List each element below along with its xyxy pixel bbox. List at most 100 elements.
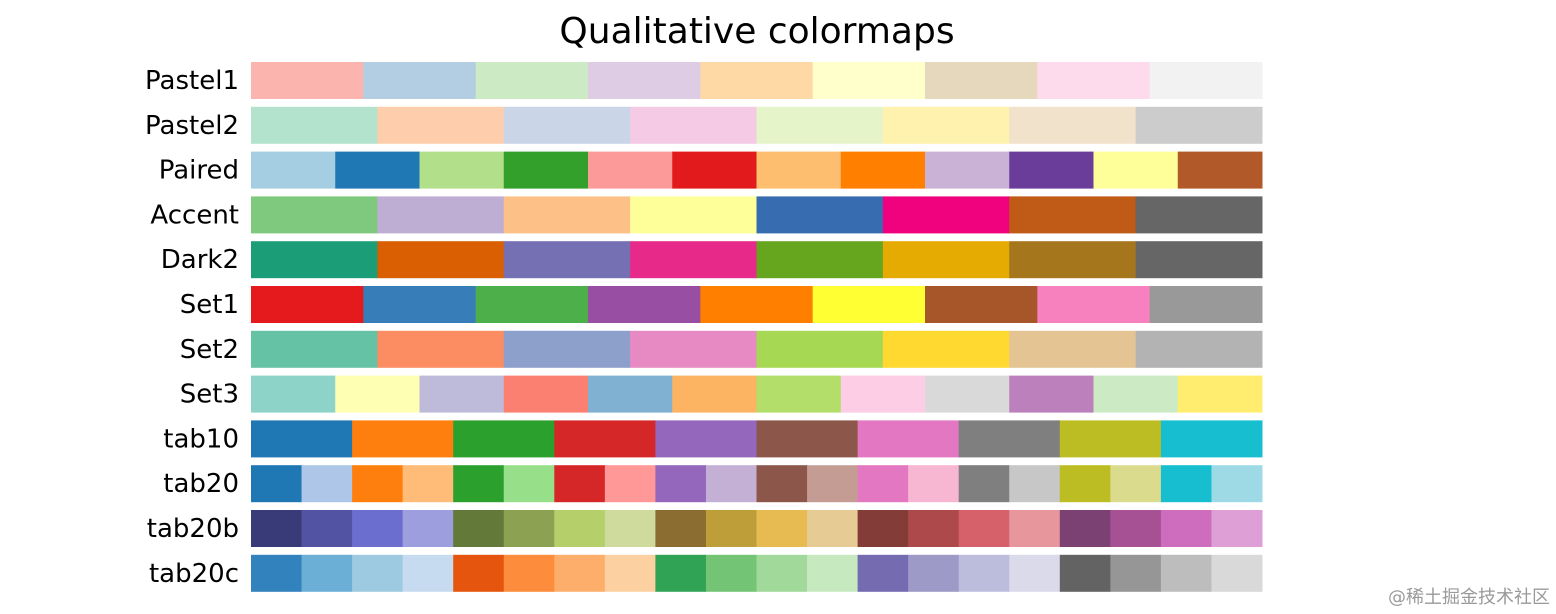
swatch xyxy=(1059,554,1111,592)
swatch xyxy=(655,510,707,547)
swatch xyxy=(1110,465,1162,503)
swatch xyxy=(251,554,303,592)
swatch xyxy=(554,465,606,503)
swatch xyxy=(1135,196,1263,234)
swatch xyxy=(475,286,589,323)
swatch xyxy=(756,554,808,592)
swatch xyxy=(363,62,477,99)
swatch xyxy=(925,375,1010,413)
colormap-label: Pastel2 xyxy=(145,111,239,141)
swatch xyxy=(700,286,814,323)
swatch xyxy=(857,554,909,592)
swatch xyxy=(705,510,757,547)
swatch xyxy=(1149,62,1263,99)
swatch xyxy=(301,510,353,547)
swatch xyxy=(503,375,589,413)
swatch xyxy=(251,375,336,413)
swatch xyxy=(756,106,884,144)
swatch xyxy=(301,465,353,503)
swatch xyxy=(882,241,1010,279)
swatch xyxy=(1177,151,1263,189)
swatch xyxy=(1009,106,1137,144)
swatch xyxy=(1093,151,1179,189)
swatch xyxy=(958,510,1010,547)
colormap-label: Set1 xyxy=(180,290,239,320)
swatch xyxy=(1211,465,1263,503)
swatch xyxy=(1059,465,1111,503)
swatch xyxy=(655,465,707,503)
swatch xyxy=(1211,510,1263,547)
swatch xyxy=(756,375,842,413)
swatch xyxy=(1135,106,1263,144)
swatch xyxy=(453,554,505,592)
colormap-label: Pastel1 xyxy=(145,66,239,96)
swatch xyxy=(655,554,707,592)
swatch xyxy=(925,286,1038,323)
swatch xyxy=(1177,375,1263,413)
swatch xyxy=(453,465,505,503)
swatch xyxy=(882,196,1010,234)
swatch xyxy=(882,106,1010,144)
swatch xyxy=(1149,286,1263,323)
swatch xyxy=(251,62,364,99)
swatch xyxy=(352,465,404,503)
swatch xyxy=(807,465,859,503)
swatch xyxy=(908,554,960,592)
swatch xyxy=(1009,554,1061,592)
swatch xyxy=(655,420,757,458)
swatch xyxy=(251,420,353,458)
colormap-label: Set3 xyxy=(180,380,239,410)
swatch xyxy=(453,510,505,547)
swatch xyxy=(503,241,631,279)
swatch xyxy=(1110,554,1162,592)
swatch xyxy=(352,554,404,592)
swatch xyxy=(672,375,757,413)
swatch xyxy=(1135,241,1263,279)
swatch xyxy=(588,62,701,99)
swatch xyxy=(335,375,420,413)
swatch xyxy=(419,151,505,189)
swatch xyxy=(705,465,757,503)
swatch xyxy=(475,62,589,99)
swatch xyxy=(352,510,404,547)
swatch xyxy=(630,106,757,144)
swatch xyxy=(554,510,606,547)
swatch xyxy=(1009,241,1137,279)
swatch xyxy=(352,420,454,458)
swatch xyxy=(630,241,757,279)
swatch xyxy=(503,510,555,547)
swatch xyxy=(453,420,555,458)
swatch xyxy=(1160,554,1212,592)
swatch xyxy=(1009,510,1061,547)
swatch xyxy=(925,151,1010,189)
swatch xyxy=(503,106,631,144)
swatch xyxy=(1009,465,1061,503)
swatch xyxy=(503,554,555,592)
swatch xyxy=(604,465,656,503)
swatch xyxy=(756,151,842,189)
swatch xyxy=(756,465,808,503)
swatch xyxy=(1211,554,1263,592)
swatch xyxy=(857,420,960,458)
swatch xyxy=(756,196,884,234)
swatch xyxy=(958,554,1010,592)
swatch xyxy=(377,330,505,368)
swatch xyxy=(756,330,884,368)
colormap-label: Paired xyxy=(159,156,239,186)
swatch xyxy=(301,554,353,592)
swatch xyxy=(1160,465,1212,503)
swatch xyxy=(882,330,1010,368)
watermark: @稀土掘金技术社区 xyxy=(1388,587,1550,608)
swatch xyxy=(700,62,814,99)
swatch xyxy=(672,151,757,189)
swatch xyxy=(251,106,378,144)
colormap-label: Dark2 xyxy=(161,245,239,275)
swatch xyxy=(807,554,859,592)
swatch xyxy=(857,510,909,547)
swatch xyxy=(588,151,673,189)
swatch xyxy=(402,510,454,547)
swatch xyxy=(604,510,656,547)
swatch xyxy=(419,375,505,413)
swatch xyxy=(1135,330,1263,368)
